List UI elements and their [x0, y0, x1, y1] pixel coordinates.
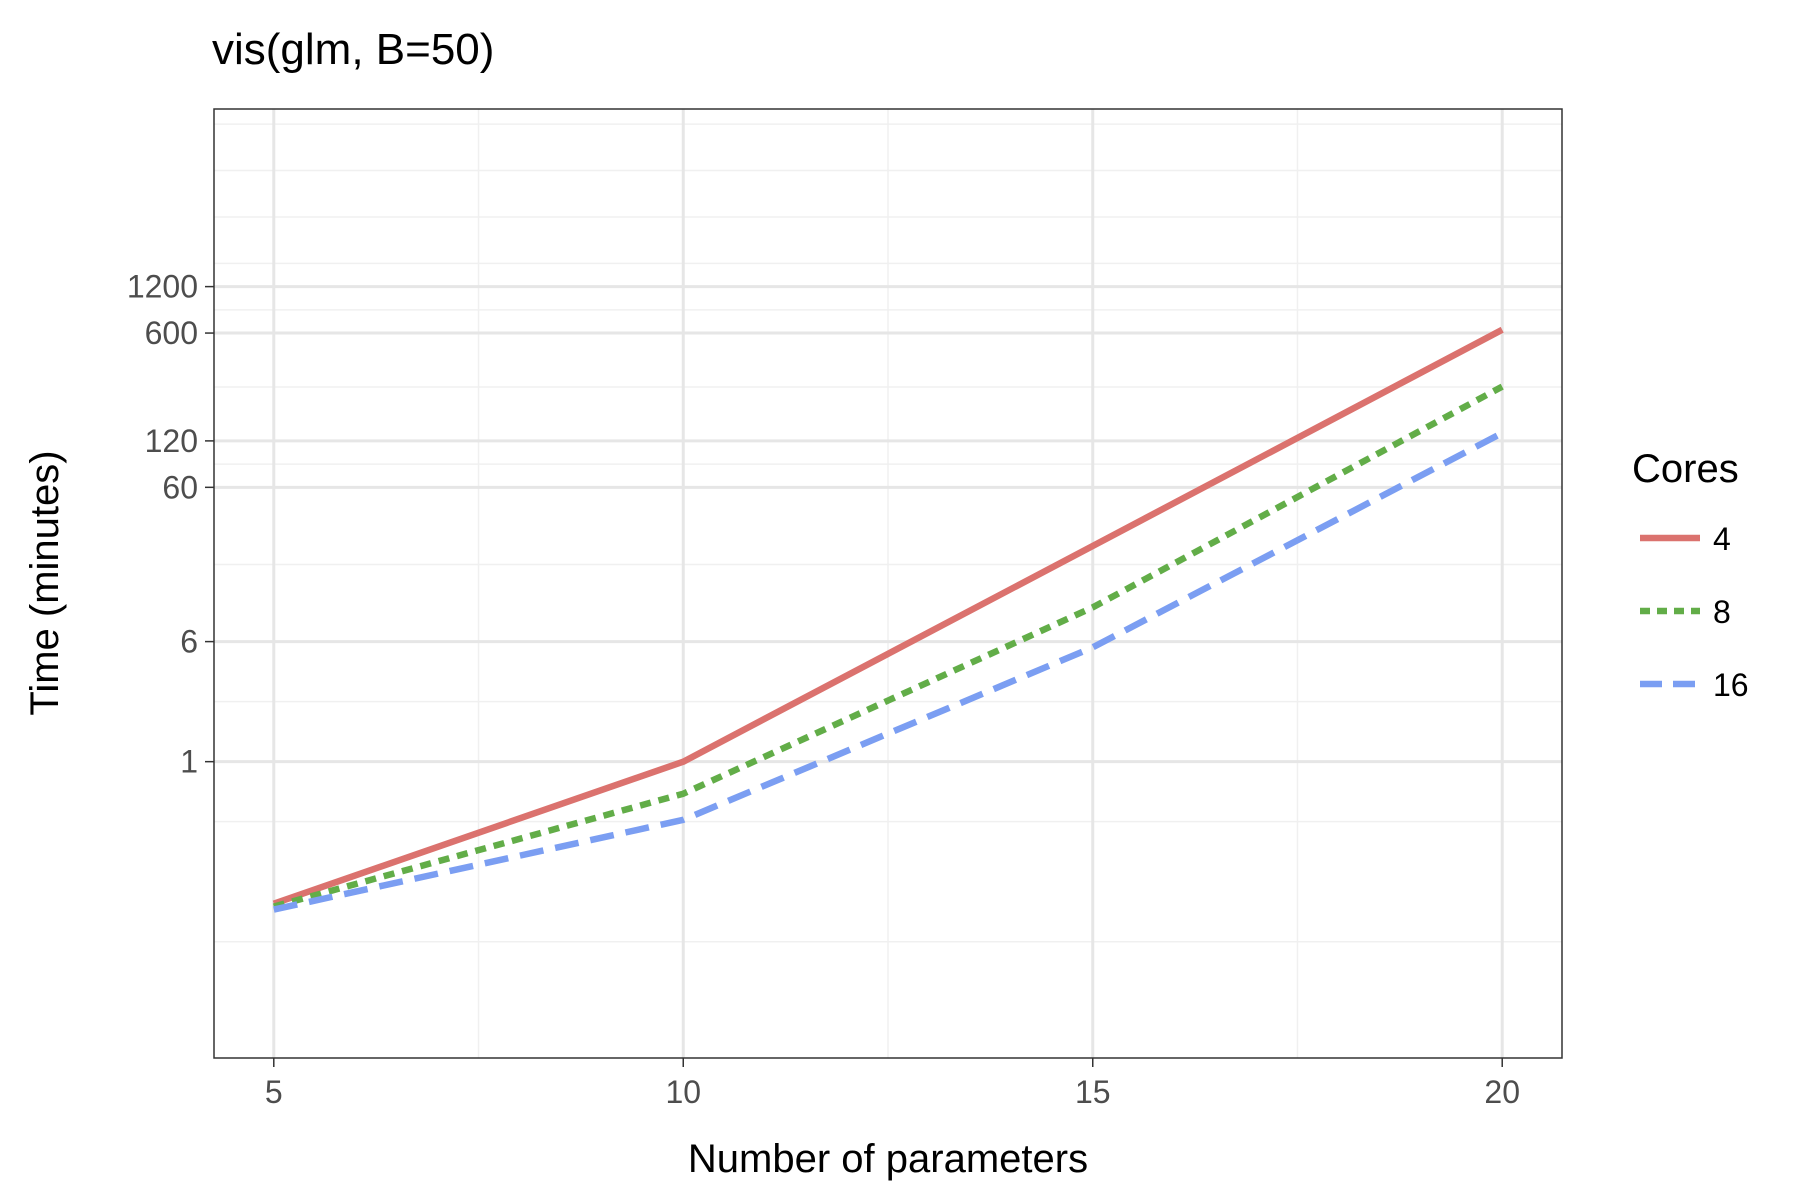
chart-title: vis(glm, B=50)	[212, 25, 494, 74]
series-line-8	[272, 383, 1504, 910]
series-layer	[272, 326, 1504, 913]
x-tick-label: 20	[1484, 1074, 1520, 1110]
series-line-16	[273, 430, 1504, 913]
grid-major	[214, 109, 1562, 1058]
grid-minor	[214, 109, 1562, 1058]
legend-title: Cores	[1632, 447, 1739, 491]
x-tick-label: 15	[1075, 1074, 1111, 1110]
legend-label-16: 16	[1713, 667, 1749, 703]
y-tick-label: 120	[145, 423, 198, 459]
legend-items: 4 8 16	[1640, 521, 1749, 703]
y-axis: 1 6 60 120 600 1200	[127, 269, 214, 780]
y-axis-title: Time (minutes)	[23, 450, 67, 715]
y-tick-label: 60	[162, 469, 198, 505]
x-tick-label: 10	[665, 1074, 701, 1110]
y-tick-label: 6	[180, 624, 198, 660]
series-line-4	[272, 326, 1504, 907]
plot-panel-border	[213, 108, 1563, 1059]
y-tick-label: 600	[145, 315, 198, 351]
legend-label-4: 4	[1713, 521, 1731, 557]
x-axis: 5 10 15 20	[265, 1058, 1520, 1110]
y-tick-label: 1200	[127, 269, 198, 305]
legend-label-8: 8	[1713, 594, 1731, 630]
x-tick-label: 5	[265, 1074, 283, 1110]
x-axis-title: Number of parameters	[688, 1137, 1088, 1181]
y-tick-label: 1	[180, 744, 198, 780]
legend: Cores 4 8 16	[1632, 447, 1749, 703]
